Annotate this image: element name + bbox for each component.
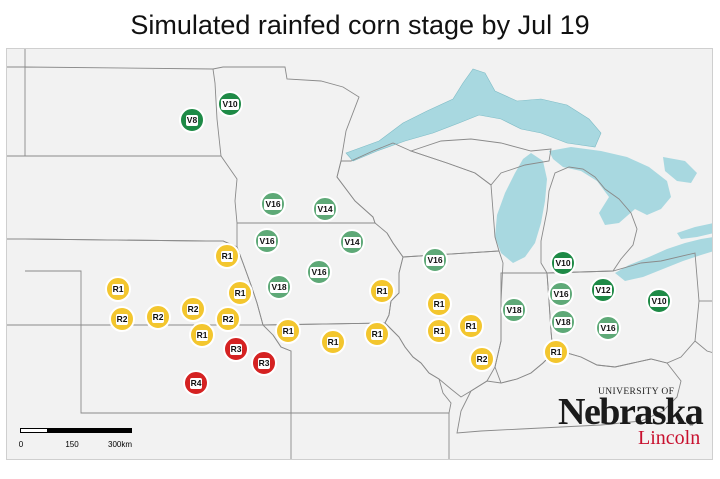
- lake-superior: [346, 69, 601, 161]
- base-map: [7, 49, 712, 459]
- stage-marker-label: R1: [375, 285, 389, 297]
- stage-marker-label: R2: [221, 313, 235, 325]
- stage-marker: R1: [105, 276, 131, 302]
- university-logo: UNIVERSITY OF Nebraska ® Lincoln: [558, 386, 704, 449]
- stage-marker: V16: [548, 281, 574, 307]
- stage-marker-label: R4: [189, 377, 203, 389]
- stage-marker-label: R1: [233, 287, 247, 299]
- stage-marker-label: V14: [316, 203, 334, 215]
- stage-marker: R1: [364, 321, 390, 347]
- stage-marker: R2: [469, 346, 495, 372]
- scale-bar-segment-3: [75, 428, 132, 433]
- stage-marker: R3: [223, 336, 249, 362]
- stage-marker: V18: [501, 297, 527, 323]
- stage-marker: V14: [339, 229, 365, 255]
- stage-marker: R1: [214, 243, 240, 269]
- stage-marker: R1: [275, 318, 301, 344]
- map-title: Simulated rainfed corn stage by Jul 19: [130, 10, 590, 40]
- stage-marker-label: V16: [258, 235, 276, 247]
- lake-huron: [549, 147, 671, 225]
- stage-marker-label: V10: [650, 295, 668, 307]
- stage-marker-label: R1: [464, 320, 478, 332]
- stage-marker: R1: [189, 322, 215, 348]
- stage-marker-label: R1: [195, 329, 209, 341]
- lake-huron-bay: [663, 157, 697, 183]
- stage-marker: R2: [215, 306, 241, 332]
- stage-marker: R1: [369, 278, 395, 304]
- stage-marker: R1: [426, 318, 452, 344]
- scale-bar-label-300km: 300km: [107, 440, 133, 449]
- state-borders: [7, 49, 712, 459]
- stage-marker-label: R1: [281, 325, 295, 337]
- scale-bar-label-150: 150: [65, 440, 79, 449]
- stage-marker-label: V16: [599, 322, 617, 334]
- stage-marker: R2: [180, 296, 206, 322]
- stage-marker-label: V12: [594, 284, 612, 296]
- logo-nebraska-text: Nebraska: [558, 391, 704, 433]
- stage-marker-label: R2: [151, 311, 165, 323]
- stage-marker-label: V14: [343, 236, 361, 248]
- stage-marker: V16: [306, 259, 332, 285]
- stage-marker: R1: [458, 313, 484, 339]
- stage-marker-label: R1: [220, 250, 234, 262]
- stage-marker-label: R1: [432, 325, 446, 337]
- stage-marker: V10: [646, 288, 672, 314]
- stage-marker: R3: [251, 350, 277, 376]
- stage-marker-label: V16: [552, 288, 570, 300]
- stage-marker: V10: [217, 91, 243, 117]
- stage-marker-label: R1: [111, 283, 125, 295]
- stage-marker-label: R3: [257, 357, 271, 369]
- stage-marker: R2: [145, 304, 171, 330]
- stage-marker: V12: [590, 277, 616, 303]
- scale-bar-segment-1: [20, 428, 48, 433]
- scale-bar: 0 150 300km: [18, 428, 133, 449]
- stage-marker-label: R2: [186, 303, 200, 315]
- stage-marker-label: V18: [505, 304, 523, 316]
- stage-marker: V16: [595, 315, 621, 341]
- stage-marker: V18: [266, 274, 292, 300]
- stage-marker: V16: [422, 247, 448, 273]
- stage-marker: R4: [183, 370, 209, 396]
- stage-marker-label: R1: [549, 346, 563, 358]
- stage-marker-label: V16: [310, 266, 328, 278]
- stage-marker-label: R2: [475, 353, 489, 365]
- stage-marker: V8: [179, 107, 205, 133]
- lake-shorelines: [345, 68, 602, 162]
- stage-marker-label: R1: [370, 328, 384, 340]
- stage-marker: R1: [320, 329, 346, 355]
- stage-marker: R1: [426, 291, 452, 317]
- lake-ontario: [677, 223, 712, 239]
- stage-marker-label: V18: [554, 316, 572, 328]
- stage-marker-label: R1: [326, 336, 340, 348]
- stage-marker-label: R1: [432, 298, 446, 310]
- stage-marker-label: V10: [221, 98, 239, 110]
- stage-marker-label: V16: [264, 198, 282, 210]
- scale-bar-label-0: 0: [18, 440, 24, 449]
- stage-marker-label: V8: [185, 114, 199, 126]
- stage-marker: V14: [312, 196, 338, 222]
- stage-marker-label: R2: [115, 313, 129, 325]
- logo-lincoln-text: Lincoln: [638, 427, 701, 449]
- stage-marker: R1: [227, 280, 253, 306]
- logo-university-text: UNIVERSITY OF: [598, 387, 675, 397]
- land-area: [7, 49, 712, 459]
- stage-marker: V18: [550, 309, 576, 335]
- logo-registered-mark: ®: [689, 422, 694, 428]
- lake-michigan: [495, 153, 547, 263]
- stage-marker-label: R3: [229, 343, 243, 355]
- stage-marker: R2: [109, 306, 135, 332]
- scale-bar-segment-2: [47, 428, 76, 433]
- stage-marker-label: V18: [270, 281, 288, 293]
- map-frame: V10 V8 V16 V14 V16 V14 V16 V18 V16 R1 R1 R1 R2 R2 R2 R2…: [6, 48, 713, 460]
- stage-marker: V10: [550, 250, 576, 276]
- stage-marker-label: V16: [426, 254, 444, 266]
- lake-erie: [615, 237, 712, 281]
- stage-marker-label: V10: [554, 257, 572, 269]
- stage-marker: V16: [254, 228, 280, 254]
- stage-marker: R1: [543, 339, 569, 365]
- stage-marker: V16: [260, 191, 286, 217]
